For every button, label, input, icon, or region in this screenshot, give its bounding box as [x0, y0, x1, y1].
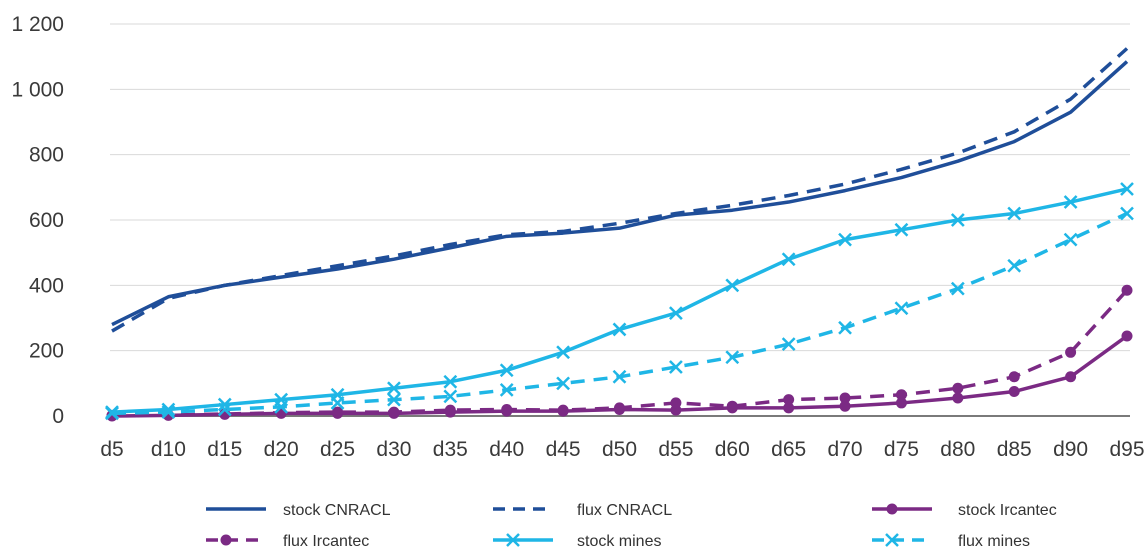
data-point [670, 397, 681, 408]
x-tick-label: d25 [320, 438, 355, 461]
x-tick-label: d55 [658, 438, 693, 461]
y-axis-tick-labels: 0 200 400 600 800 1 000 1 200 [11, 13, 64, 428]
data-point [445, 405, 456, 416]
y-tick-label: 0 [52, 405, 64, 428]
x-tick-label: d10 [151, 438, 186, 461]
legend-item-flux-cnracl: flux CNRACL [493, 502, 672, 519]
legend: stock CNRACL flux CNRACL stock Ircantec flu… [206, 502, 1057, 550]
x-tick-label: d35 [433, 438, 468, 461]
data-point [276, 407, 287, 418]
legend-item-stock-cnracl: stock CNRACL [206, 502, 391, 519]
data-point [952, 393, 963, 404]
x-axis-tick-labels: d5 d10 d15 d20 d25 d30 d35 d40 d45 d50 d55 d60 d65 d7… [100, 438, 1144, 461]
x-tick-label: d80 [940, 438, 975, 461]
legend-item-flux-ircantec: flux Ircantec [206, 533, 369, 550]
data-point [1065, 371, 1076, 382]
legend-item-stock-mines: stock mines [493, 533, 661, 550]
data-point [501, 404, 512, 415]
data-point [783, 394, 794, 405]
data-point [1122, 285, 1133, 296]
x-tick-label: d20 [264, 438, 299, 461]
legend-marker [221, 535, 232, 546]
data-point [840, 393, 851, 404]
series-flux-mines [106, 207, 1133, 419]
series-flux-cnracl [112, 49, 1127, 332]
legend-label: flux CNRACL [577, 502, 672, 519]
x-tick-label: d5 [100, 438, 123, 461]
data-point [1065, 347, 1076, 358]
series-lines [106, 49, 1133, 422]
x-tick-label: d65 [771, 438, 806, 461]
x-tick-label: d60 [715, 438, 750, 461]
legend-label: stock mines [577, 533, 661, 550]
x-tick-label: d95 [1109, 438, 1144, 461]
series-line-flux-cnracl [112, 49, 1127, 332]
gridlines [110, 24, 1130, 416]
legend-marker [887, 504, 898, 515]
y-tick-label: 600 [29, 209, 64, 232]
x-tick-label: d85 [997, 438, 1032, 461]
y-tick-label: 400 [29, 274, 64, 297]
legend-label: stock Ircantec [958, 502, 1057, 519]
legend-label: flux Ircantec [283, 533, 369, 550]
y-tick-label: 1 000 [11, 78, 64, 101]
x-tick-label: d45 [546, 438, 581, 461]
series-line-stock-mines [112, 189, 1127, 412]
data-point [896, 389, 907, 400]
x-tick-label: d70 [828, 438, 863, 461]
legend-label: stock CNRACL [283, 502, 391, 519]
legend-item-flux-mines: flux mines [872, 533, 1030, 550]
data-point [558, 405, 569, 416]
data-point [1008, 260, 1020, 272]
y-tick-label: 200 [29, 340, 64, 363]
y-tick-label: 1 200 [11, 13, 64, 36]
data-point [1065, 234, 1077, 246]
data-point [614, 402, 625, 413]
data-point [1009, 386, 1020, 397]
x-tick-label: d40 [489, 438, 524, 461]
x-tick-label: d75 [884, 438, 919, 461]
x-tick-label: d90 [1053, 438, 1088, 461]
legend-item-stock-ircantec: stock Ircantec [872, 502, 1057, 519]
data-point [727, 401, 738, 412]
data-point [952, 383, 963, 394]
data-point [388, 407, 399, 418]
x-tick-label: d30 [376, 438, 411, 461]
data-point [1121, 207, 1133, 219]
y-tick-label: 800 [29, 144, 64, 167]
x-tick-label: d15 [207, 438, 242, 461]
legend-label: flux mines [958, 533, 1030, 550]
x-tick-label: d50 [602, 438, 637, 461]
series-stock-mines [106, 183, 1133, 418]
data-point [1122, 330, 1133, 341]
data-point [1009, 371, 1020, 382]
